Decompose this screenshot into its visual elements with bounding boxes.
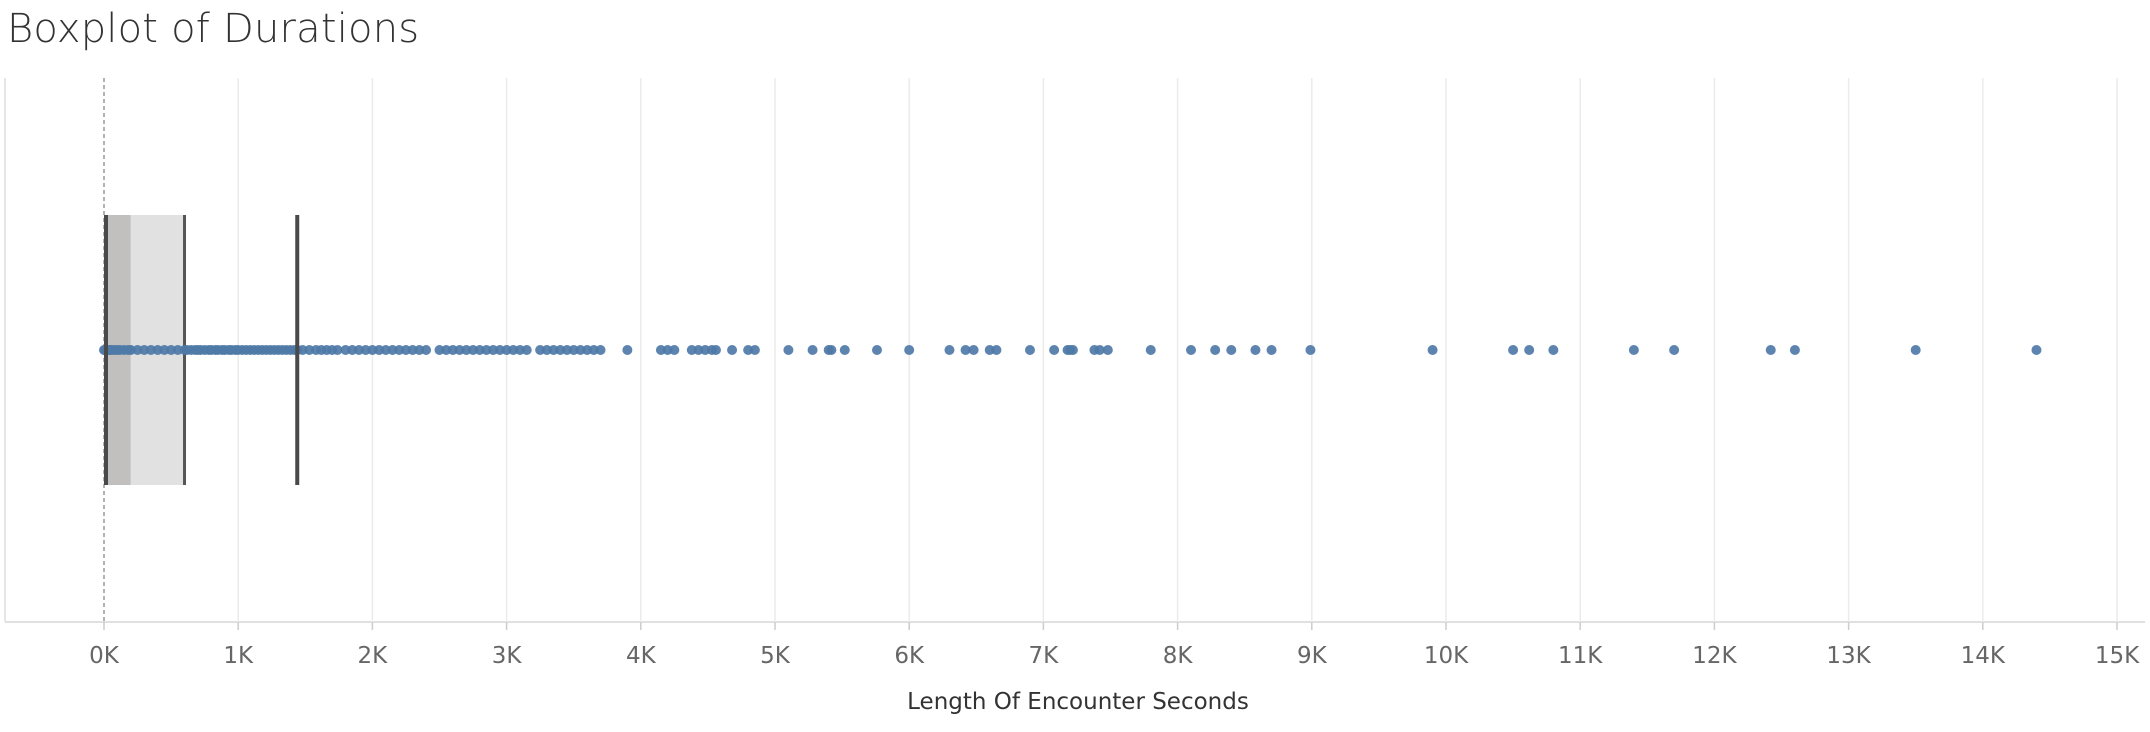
data-point: [710, 345, 721, 355]
data-point: [749, 345, 760, 355]
data-point: [521, 345, 532, 355]
data-point: [991, 345, 1002, 355]
data-point: [669, 345, 680, 355]
data-point: [1427, 345, 1438, 355]
tick-label: 9K: [1297, 643, 1328, 669]
tick-label: 6K: [894, 643, 925, 669]
data-point: [1789, 345, 1800, 355]
whiskers: [104, 215, 300, 485]
data-point: [807, 345, 818, 355]
data-point: [1524, 345, 1535, 355]
data-points: [99, 345, 2042, 355]
data-point: [1094, 345, 1105, 355]
tick-label: 8K: [1163, 643, 1194, 669]
data-point: [622, 345, 633, 355]
data-point: [1266, 345, 1277, 355]
data-point: [1226, 345, 1237, 355]
tick-label: 12K: [1692, 643, 1737, 669]
data-point: [727, 345, 738, 355]
tick-label: 7K: [1029, 643, 1060, 669]
tick-label: 13K: [1826, 643, 1871, 669]
data-point: [1250, 345, 1261, 355]
data-point: [595, 345, 606, 355]
data-point: [1145, 345, 1156, 355]
data-point: [904, 345, 915, 355]
data-point: [1548, 345, 1559, 355]
data-point: [1508, 345, 1519, 355]
data-point: [1765, 345, 1776, 355]
data-point: [1186, 345, 1197, 355]
data-point: [783, 345, 794, 355]
tick-label: 11K: [1558, 643, 1603, 669]
data-point: [1102, 345, 1113, 355]
data-point: [2031, 345, 2042, 355]
tick-label: 10K: [1424, 643, 1469, 669]
x-axis-title: Length Of Encounter Seconds: [907, 689, 1249, 715]
data-point: [871, 345, 882, 355]
data-point: [421, 345, 432, 355]
data-point: [332, 345, 343, 355]
data-point: [1305, 345, 1316, 355]
data-point: [1024, 345, 1035, 355]
tick-label: 0K: [89, 643, 120, 669]
chart-title: Boxplot of Durations: [7, 6, 420, 52]
tick-label: 14K: [1961, 643, 2006, 669]
data-point: [1067, 345, 1078, 355]
tick-label: 2K: [358, 643, 389, 669]
data-point: [1628, 345, 1639, 355]
tick-label: 3K: [492, 643, 523, 669]
data-point: [1669, 345, 1680, 355]
data-point: [826, 345, 837, 355]
data-point: [1910, 345, 1921, 355]
data-point: [968, 345, 979, 355]
plot-frame: [4, 78, 2145, 623]
tick-label: 1K: [223, 643, 254, 669]
data-point: [839, 345, 850, 355]
data-point: [1049, 345, 1060, 355]
data-point: [944, 345, 955, 355]
tick-label: 4K: [626, 643, 657, 669]
tick-label: 15K: [2095, 643, 2140, 669]
data-point: [1210, 345, 1221, 355]
tick-label: 5K: [760, 643, 791, 669]
x-axis-ticks: 0K 1K 2K 3K 4K 5K 6K 7K 8K 9K 10K 11K 12K 13K 14K 15K: [89, 622, 2140, 669]
data-point: [960, 345, 971, 355]
